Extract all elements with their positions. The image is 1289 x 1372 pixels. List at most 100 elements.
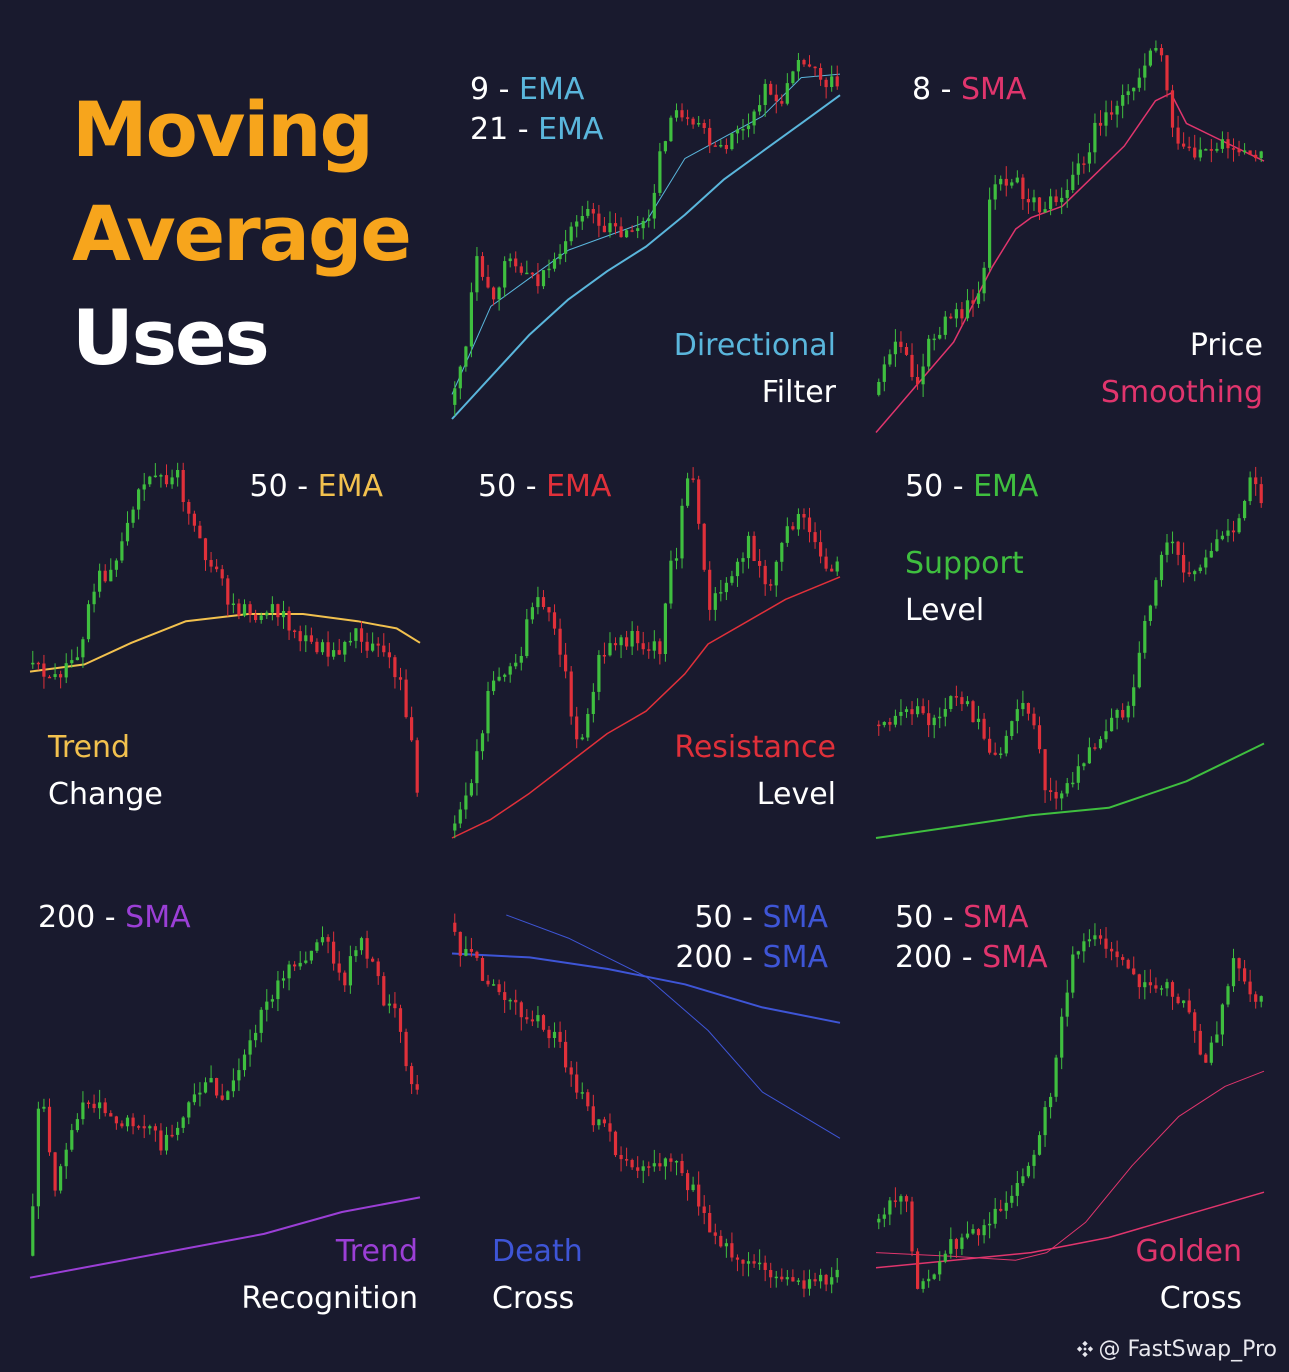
- candle-body: [276, 980, 280, 1000]
- candle: [398, 667, 403, 691]
- candle: [669, 550, 673, 609]
- candle: [486, 681, 490, 742]
- candle: [564, 229, 568, 263]
- candle-body: [198, 1092, 202, 1095]
- ma-period: 50: [895, 900, 934, 935]
- candle-body: [641, 1166, 645, 1171]
- candle: [348, 632, 352, 646]
- candle-body: [142, 484, 146, 490]
- candle-body: [1098, 122, 1103, 126]
- candle-body: [1026, 199, 1030, 203]
- candle-body: [658, 151, 662, 193]
- candle-body: [525, 272, 529, 275]
- candle: [142, 472, 146, 501]
- candle: [1065, 777, 1069, 797]
- moving-average-line-1: [451, 576, 841, 839]
- candle: [1021, 690, 1025, 717]
- candle: [503, 981, 507, 1013]
- candle-body: [824, 556, 828, 569]
- candle-body: [453, 388, 457, 405]
- candle: [569, 666, 573, 725]
- candle: [137, 1124, 141, 1130]
- candle: [415, 737, 419, 797]
- candle: [580, 733, 584, 741]
- candle-body: [320, 937, 325, 943]
- candle-body: [921, 366, 925, 385]
- candle: [1148, 969, 1152, 994]
- candle-body: [741, 129, 745, 131]
- candle: [993, 1197, 997, 1229]
- candle: [960, 302, 964, 327]
- candle: [888, 349, 892, 367]
- candle-body: [719, 145, 723, 147]
- moving-average-line-2: [506, 914, 841, 1139]
- watermark: @ FastSwap_Pro: [1076, 1337, 1277, 1362]
- ma-type: SMA: [125, 900, 191, 935]
- candle: [404, 669, 408, 719]
- candle: [1065, 979, 1069, 1027]
- candle: [965, 1221, 970, 1240]
- candle: [630, 225, 634, 233]
- candle: [525, 1009, 529, 1024]
- candle: [954, 1237, 958, 1258]
- candle: [1193, 1009, 1197, 1043]
- candle: [774, 1270, 778, 1288]
- candle-body: [719, 592, 723, 594]
- candle-body: [1054, 792, 1058, 799]
- candle-body: [475, 256, 479, 293]
- candle-body: [613, 223, 618, 227]
- candle-body: [663, 141, 667, 152]
- candle-body: [1220, 535, 1224, 540]
- candle-body: [469, 783, 473, 796]
- candle-body: [458, 931, 462, 956]
- candle: [943, 310, 947, 340]
- candle: [486, 974, 490, 987]
- candle-body: [976, 718, 981, 722]
- candle: [298, 951, 302, 970]
- candle-body: [164, 1134, 169, 1151]
- candle: [813, 66, 817, 77]
- chart-panel-6: [29, 926, 421, 1279]
- candle-body: [70, 660, 74, 664]
- candle-body: [343, 972, 347, 986]
- candle: [203, 537, 208, 571]
- candle: [796, 508, 800, 536]
- candle: [1220, 1003, 1224, 1047]
- candle-body: [691, 118, 695, 125]
- candle: [647, 1161, 651, 1177]
- candle-body: [148, 1126, 152, 1129]
- candle-body: [680, 505, 684, 559]
- candle: [359, 621, 364, 653]
- candle-body: [254, 614, 258, 620]
- candle: [453, 381, 457, 416]
- candle: [1060, 187, 1064, 215]
- candle-body: [530, 1019, 534, 1022]
- candle: [625, 630, 629, 650]
- candle: [142, 1114, 146, 1139]
- ma-label-block-6: 200 - SMA: [38, 898, 191, 938]
- candle-body: [580, 1092, 584, 1094]
- candle-body: [1037, 1135, 1042, 1155]
- candle-body: [1132, 87, 1136, 92]
- candle: [109, 1110, 113, 1117]
- candle-body: [415, 740, 419, 793]
- candle-body: [746, 125, 751, 130]
- ma-label-block-8: 50 - SMA 200 - SMA: [895, 898, 1048, 978]
- candle-body: [899, 1196, 903, 1202]
- candle: [791, 1269, 795, 1282]
- candle: [86, 1100, 91, 1109]
- candle-body: [904, 709, 909, 712]
- candle-body: [791, 71, 795, 84]
- candle-body: [47, 1106, 52, 1153]
- candle-body: [602, 655, 606, 657]
- candle-body: [591, 1106, 595, 1126]
- candle-body: [724, 1243, 728, 1247]
- candle: [1204, 148, 1208, 151]
- candle: [315, 939, 319, 954]
- candle: [949, 313, 953, 320]
- candle-body: [480, 733, 485, 752]
- candle: [475, 739, 479, 796]
- candle: [916, 364, 920, 390]
- candle-body: [619, 1155, 623, 1160]
